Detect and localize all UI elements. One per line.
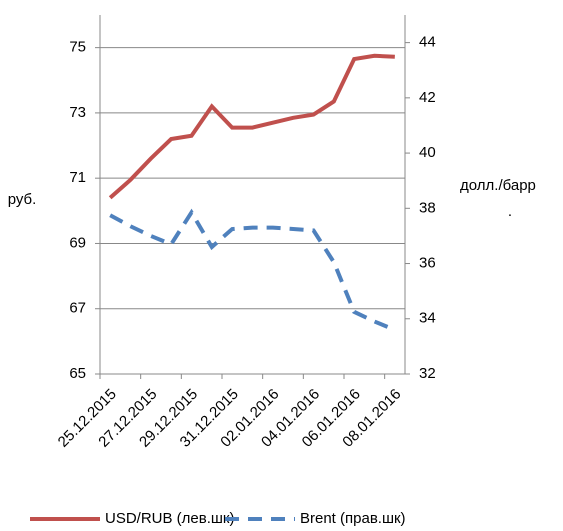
- y-tick-label: 65: [69, 365, 86, 382]
- series-line: [108, 53, 395, 200]
- legend-label: Brent (прав.шк): [300, 510, 406, 527]
- y-tick-label: 67: [69, 300, 86, 317]
- y2-tick-label: 36: [419, 255, 436, 272]
- y2-axis-label: долл./барр: [460, 177, 536, 194]
- y2-tick-label: 34: [419, 310, 436, 327]
- y2-tick-label: 40: [419, 144, 436, 161]
- series-line: [109, 208, 396, 332]
- y-tick-label: 75: [69, 39, 86, 56]
- legend-label: USD/RUB (лев.шк): [105, 510, 235, 527]
- y2-axis-label-suffix: .: [508, 203, 512, 220]
- y-tick-label: 69: [69, 234, 86, 251]
- y-tick-label: 71: [69, 169, 86, 186]
- y-axis-label: руб.: [8, 191, 37, 208]
- y2-tick-label: 42: [419, 89, 436, 106]
- y2-tick-label: 44: [419, 34, 436, 51]
- y-tick-label: 73: [69, 104, 86, 121]
- y2-tick-label: 32: [419, 365, 436, 382]
- y2-tick-label: 38: [419, 199, 436, 216]
